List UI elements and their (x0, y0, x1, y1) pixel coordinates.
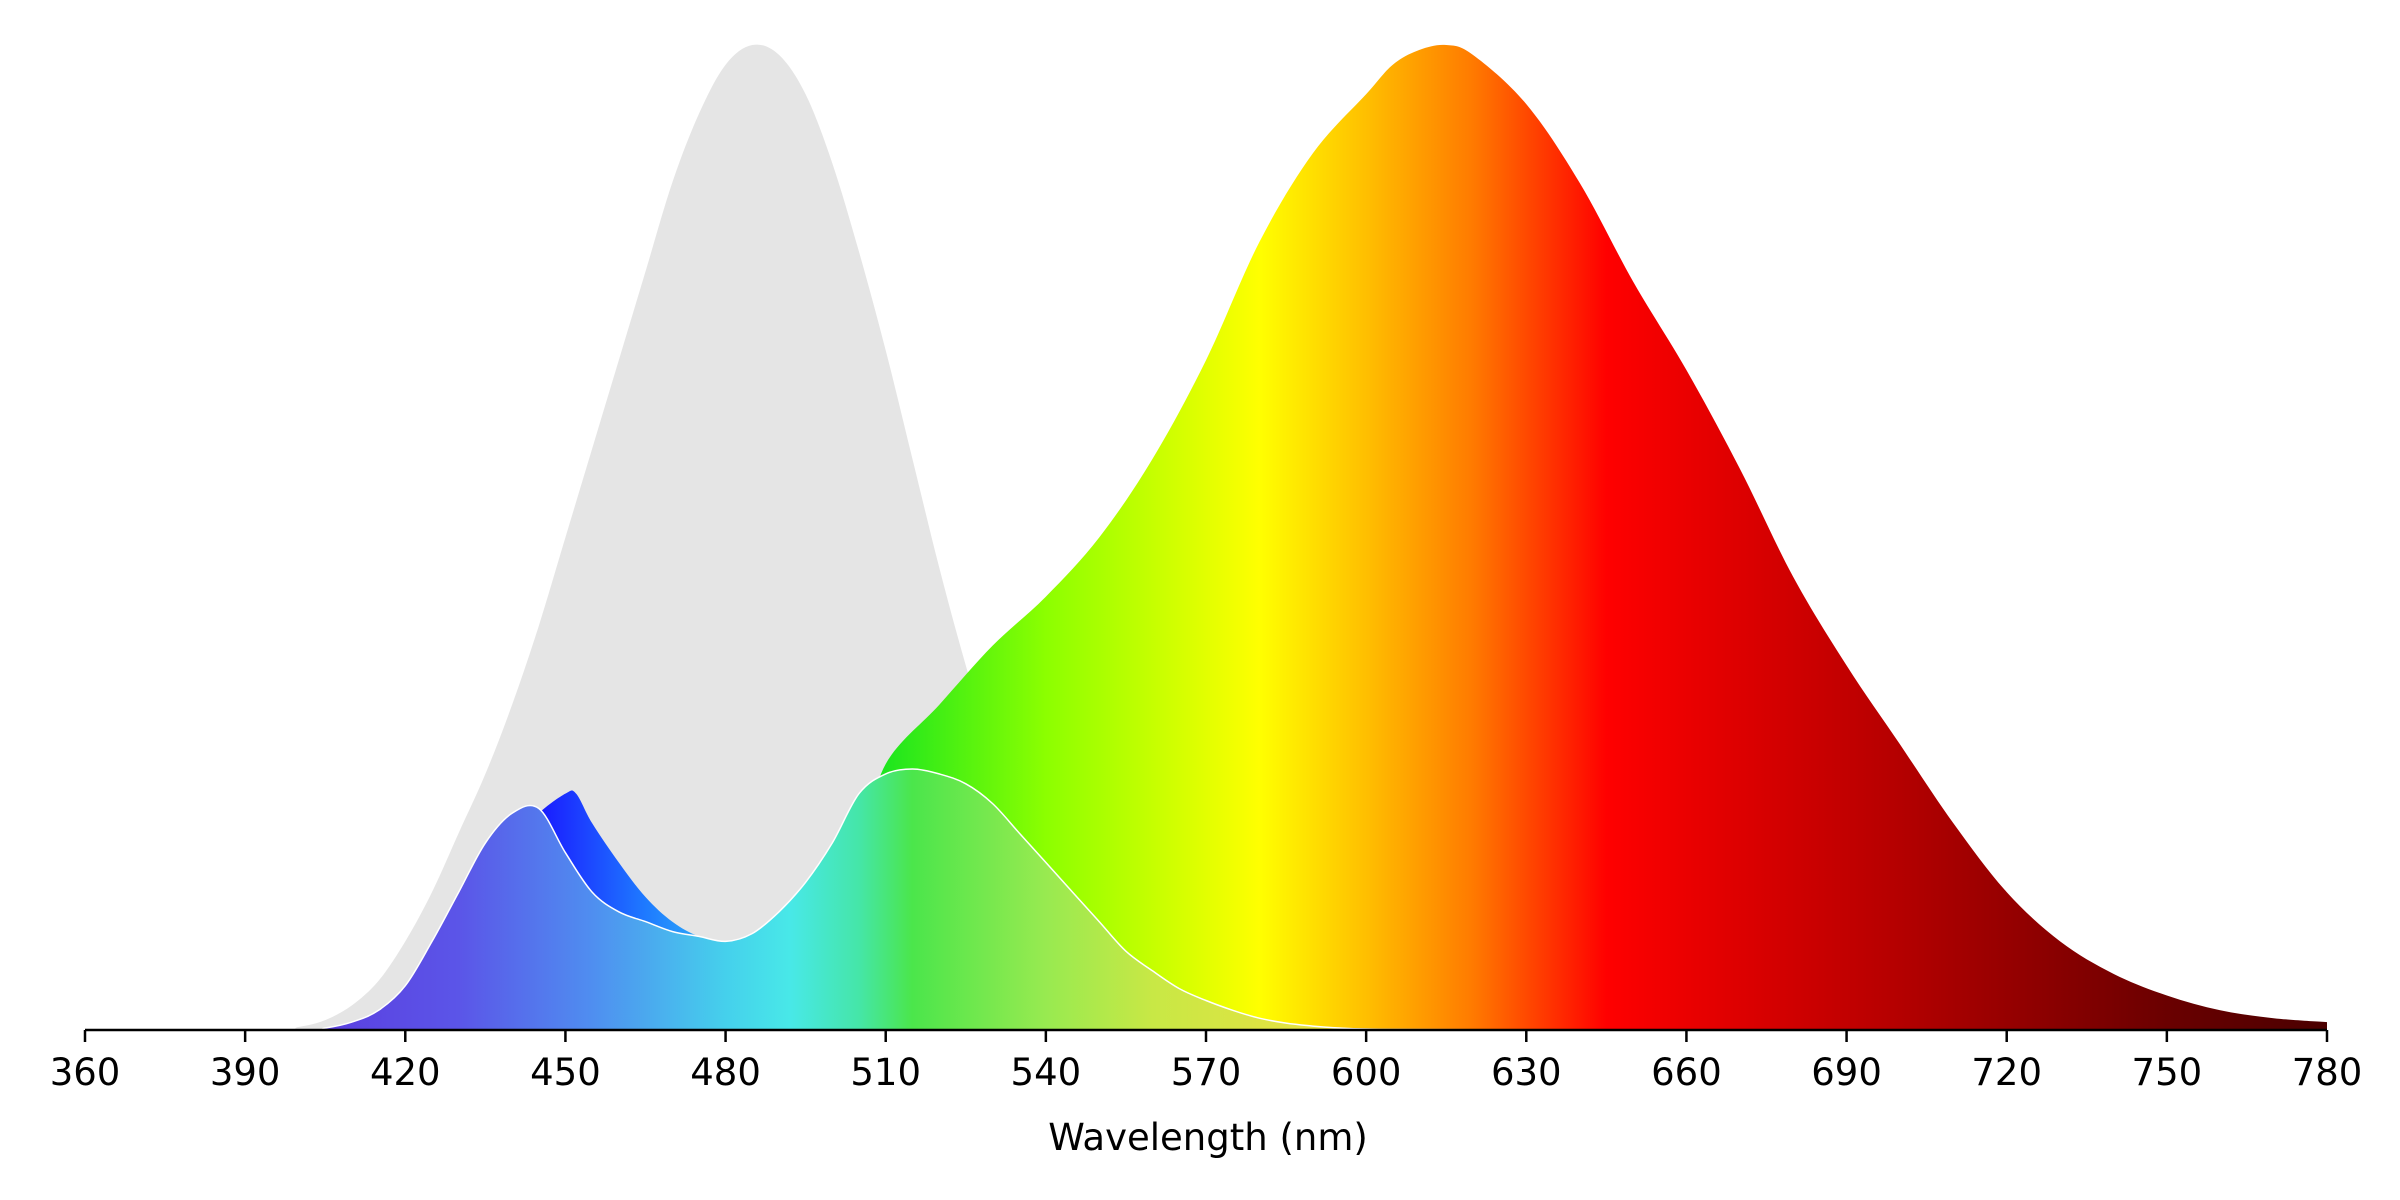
x-tick-label: 480 (690, 1051, 761, 1094)
x-tick-label: 510 (850, 1051, 921, 1094)
series-outline-3 (84, 768, 2328, 1031)
x-tick-label: 420 (370, 1051, 441, 1094)
x-axis-title: Wavelength (nm) (1048, 1116, 1368, 1159)
x-tick-label: 690 (1811, 1051, 1882, 1094)
x-tick-label: 720 (1971, 1051, 2042, 1094)
x-tick-label: 630 (1491, 1051, 1562, 1094)
series-area-1 (85, 44, 2327, 1031)
series-areas (84, 44, 2328, 1031)
x-tick-label: 390 (210, 1051, 281, 1094)
x-axis: 360 390 420 450 480 510 540 570 600 630 660 690 720 7… (50, 1028, 2363, 1094)
x-tick-label: 540 (1011, 1051, 1082, 1094)
x-tick-label: 450 (530, 1051, 601, 1094)
x-tick-label: 600 (1331, 1051, 1402, 1094)
x-tick-label: 360 (50, 1051, 121, 1094)
x-tick-label: 660 (1651, 1051, 1722, 1094)
x-tick-label: 570 (1171, 1051, 1242, 1094)
series-area-2 (85, 44, 2327, 1031)
x-tick-label: 780 (2292, 1051, 2363, 1094)
series-area-3 (85, 769, 2327, 1031)
x-tick-label: 750 (2132, 1051, 2203, 1094)
